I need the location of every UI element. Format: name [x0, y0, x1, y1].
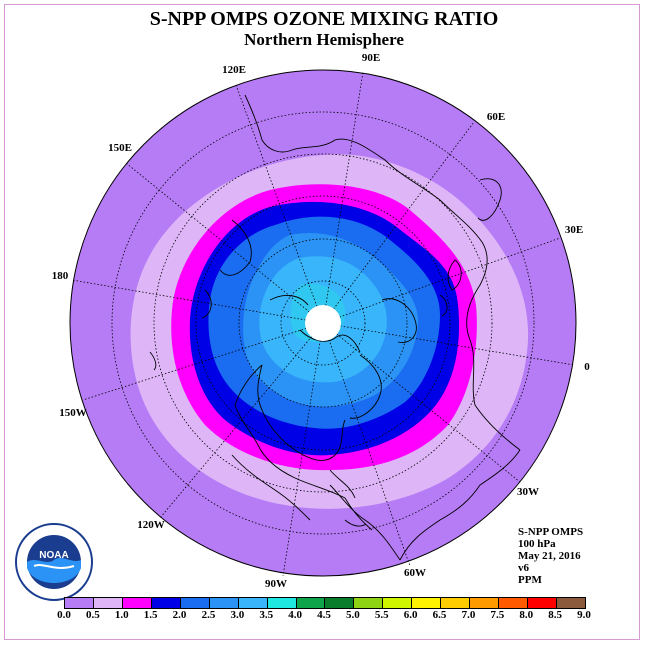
colorbar-tick-label: 7.0	[461, 609, 476, 621]
colorbar-tick-label: 8.0	[519, 609, 534, 621]
colorbar-tick-label: 1.0	[114, 609, 129, 621]
lon-label-180: 180	[52, 270, 69, 282]
colorbar-segment	[499, 598, 528, 608]
colorbar-segment	[122, 598, 152, 608]
info-version: v6	[518, 562, 529, 574]
colorbar-tick-label: 1.5	[143, 609, 158, 621]
info-units: PPM	[518, 574, 542, 586]
lon-label-0: 0	[584, 361, 590, 373]
colorbar-segment	[383, 598, 413, 608]
info-instrument: S-NPP OMPS	[518, 526, 584, 538]
lon-label-90w: 90W	[265, 578, 287, 590]
colorbar-tick-label: 7.5	[490, 609, 505, 621]
colorbar-tick-label: 8.5	[548, 609, 562, 621]
colorbar-segment	[441, 598, 471, 608]
colorbar-tick-label: 0.0	[57, 609, 71, 621]
colorbar-tick-label: 2.5	[201, 609, 216, 621]
info-date: May 21, 2016	[518, 550, 581, 562]
colorbar-tick-label: 2.0	[172, 609, 187, 621]
colorbar-segment	[267, 598, 297, 608]
colorbar-segment	[93, 598, 123, 608]
colorbar-segment	[209, 598, 239, 608]
colorbar-tick-label: 6.5	[432, 609, 447, 621]
colorbar-tick-label: 6.0	[403, 609, 418, 621]
colorbar-tick-label: 5.0	[346, 609, 360, 621]
colorbar-tick-label: 4.5	[317, 609, 331, 621]
colorbar-segment	[296, 598, 326, 608]
colorbar-segment	[325, 598, 355, 608]
colorbar-segment	[151, 598, 181, 608]
coastlines	[149, 94, 521, 561]
lon-label-120e: 120E	[222, 64, 246, 76]
lon-label-90e: 90E	[362, 52, 380, 64]
colorbar-segment	[470, 598, 500, 608]
colorbar-tick-label: 4.0	[288, 609, 302, 621]
lon-label-30e: 30E	[565, 224, 583, 236]
colorbar-segment	[238, 598, 268, 608]
figure-frame	[4, 4, 640, 640]
colorbar-segment	[180, 598, 210, 608]
lon-label-150w: 150W	[59, 407, 87, 419]
colorbar-segment	[412, 598, 442, 608]
colorbar-tick-label: 5.5	[374, 609, 389, 621]
noaa-logo: NOAA	[15, 523, 93, 601]
info-level: 100 hPa	[518, 538, 556, 550]
svg-text:NOAA: NOAA	[39, 550, 68, 561]
lon-label-30w: 30W	[517, 486, 539, 498]
colorbar-segment	[65, 598, 94, 608]
map-subtitle: Northern Hemisphere	[244, 30, 404, 49]
colorbar-tick-label: 9.0	[577, 609, 591, 621]
lon-label-60e: 60E	[487, 111, 505, 123]
longitude-labels: 90E 60E 30E 0 30W 60W 90W 120W 150W 180 …	[52, 52, 591, 590]
colorbar-tick-label: 0.5	[86, 609, 100, 621]
colorbar-segment	[354, 598, 384, 608]
colorbar-segment	[528, 598, 557, 608]
colorbar-tick-label: 3.5	[259, 609, 274, 621]
graticule	[71, 71, 575, 577]
colorbar	[64, 597, 586, 609]
map-title: S-NPP OMPS OZONE MIXING RATIO	[149, 8, 499, 30]
polar-data-gap	[305, 305, 341, 341]
map-boundary	[69, 69, 577, 577]
lon-label-60w: 60W	[404, 567, 426, 579]
colorbar-tick-label: 3.0	[230, 609, 245, 621]
lon-label-150e: 150E	[108, 142, 132, 154]
colorbar-segment	[556, 598, 585, 608]
lon-label-120w: 120W	[137, 519, 165, 531]
